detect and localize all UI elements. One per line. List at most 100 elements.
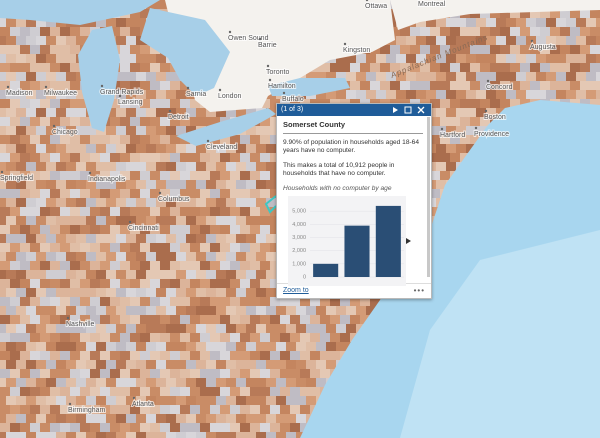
- county: [0, 315, 11, 325]
- county: [126, 360, 137, 370]
- county: [70, 243, 81, 253]
- county: [240, 333, 251, 343]
- county: [96, 396, 107, 406]
- county: [146, 90, 157, 100]
- city-label: Madison: [6, 90, 33, 97]
- county: [236, 360, 247, 370]
- county: [136, 306, 147, 316]
- chart-next[interactable]: [406, 238, 411, 244]
- next-icon[interactable]: [393, 107, 398, 113]
- county: [60, 189, 71, 199]
- county: [86, 396, 97, 406]
- county: [30, 387, 41, 397]
- county: [50, 333, 61, 343]
- county: [190, 315, 201, 325]
- county: [226, 288, 237, 298]
- county: [326, 90, 337, 100]
- county: [260, 243, 271, 253]
- county: [270, 243, 281, 253]
- county: [6, 396, 17, 406]
- scrollbar[interactable]: [427, 117, 430, 277]
- county: [520, 27, 531, 37]
- city-dot: [440, 127, 444, 131]
- county: [160, 189, 171, 199]
- county: [270, 135, 281, 145]
- county: [140, 369, 151, 379]
- county: [560, 9, 571, 19]
- county: [480, 81, 491, 91]
- county: [36, 270, 47, 280]
- county: [186, 180, 197, 190]
- county: [56, 234, 67, 244]
- county: [236, 342, 247, 352]
- county: [216, 414, 227, 424]
- county: [126, 162, 137, 172]
- county: [266, 234, 277, 244]
- county: [0, 99, 11, 109]
- county: [216, 324, 227, 334]
- county: [180, 315, 191, 325]
- county: [140, 315, 151, 325]
- county: [46, 54, 57, 64]
- county: [136, 288, 147, 298]
- county: [250, 171, 261, 181]
- county: [20, 117, 31, 127]
- zoom-link[interactable]: Zoom to: [283, 287, 309, 294]
- county: [490, 9, 501, 19]
- county: [20, 261, 31, 271]
- county: [190, 261, 201, 271]
- county: [156, 0, 167, 10]
- county: [36, 288, 47, 298]
- county: [310, 369, 321, 379]
- county: [566, 18, 577, 28]
- county: [126, 396, 137, 406]
- county: [550, 81, 561, 91]
- close-icon[interactable]: [417, 106, 425, 114]
- county: [236, 144, 247, 154]
- county: [126, 270, 137, 280]
- county: [66, 144, 77, 154]
- county: [16, 54, 27, 64]
- county: [480, 117, 491, 127]
- y-tick-label: 4,000: [292, 222, 306, 228]
- county: [230, 423, 241, 433]
- county: [200, 423, 211, 433]
- county: [146, 306, 157, 316]
- county: [260, 405, 271, 415]
- county: [136, 144, 147, 154]
- county: [10, 81, 21, 91]
- county: [216, 198, 227, 208]
- county: [60, 405, 71, 415]
- county: [190, 297, 201, 307]
- county: [276, 378, 287, 388]
- dock-icon[interactable]: [404, 106, 412, 114]
- county: [520, 9, 531, 19]
- county: [110, 297, 121, 307]
- county: [76, 414, 87, 424]
- more-menu[interactable]: •••: [413, 286, 425, 295]
- county: [206, 198, 217, 208]
- county: [216, 306, 227, 316]
- county: [226, 306, 237, 316]
- county: [320, 351, 331, 361]
- county: [120, 369, 131, 379]
- county: [366, 306, 377, 316]
- county: [76, 288, 87, 298]
- county: [20, 99, 31, 109]
- county: [156, 216, 167, 226]
- county: [36, 414, 47, 424]
- county: [36, 252, 47, 262]
- county: [536, 90, 547, 100]
- city-label: Owen Sound: [228, 35, 269, 42]
- county: [536, 72, 547, 82]
- county: [80, 279, 91, 289]
- county: [66, 432, 77, 438]
- county: [196, 342, 207, 352]
- city-dot: [474, 126, 478, 130]
- county: [50, 81, 61, 91]
- county: [270, 207, 281, 217]
- county: [476, 54, 487, 64]
- county: [176, 252, 187, 262]
- county: [126, 234, 137, 244]
